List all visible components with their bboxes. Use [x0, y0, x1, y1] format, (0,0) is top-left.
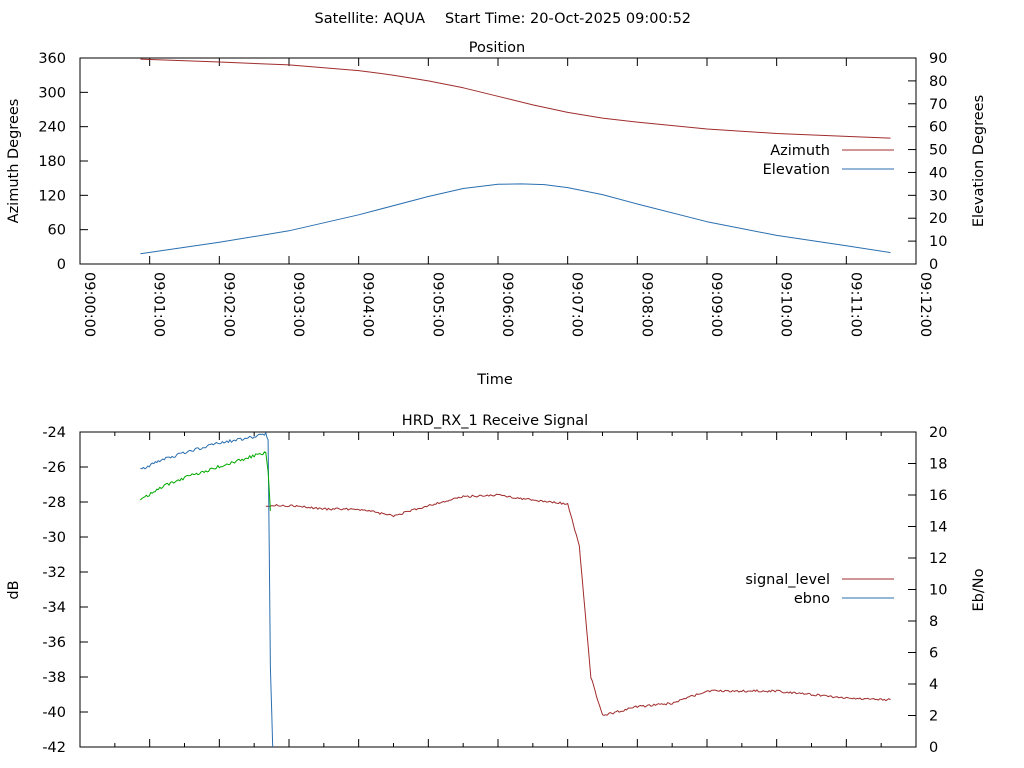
legend-label-signal_level: signal_level: [745, 572, 830, 588]
legend-label-ebno: ebno: [794, 591, 830, 607]
x-axis-tick-label: 09:12:00: [917, 272, 933, 337]
x-axis-tick-label: 09:08:00: [638, 272, 654, 337]
right-axis-tick-label: 18: [929, 457, 947, 473]
left-axis-tick-label: 360: [38, 51, 66, 67]
x-axis-tick-label: 09:07:00: [569, 272, 585, 337]
right-axis-tick-label: 4: [929, 677, 938, 693]
right-axis-tick-label: 16: [929, 488, 947, 504]
position-chart: 0 60 120 180 240 300 360 0 10 20 30 40 50 60 70 80 90 09:…: [38, 51, 947, 337]
series-line-Elevation: [140, 183, 891, 255]
left-axis-tick-label: 120: [38, 188, 66, 204]
series-line-signal_level: [265, 493, 891, 716]
right-axis-tick-label: 10: [929, 234, 947, 250]
x-axis-tick-label: 09:06:00: [499, 272, 515, 337]
position-right-axis-title: Elevation Degrees: [971, 95, 987, 227]
right-axis-tick-label: 6: [929, 646, 938, 662]
plot-border: [79, 431, 917, 748]
satellite-label: Satellite: AQUA: [315, 11, 426, 27]
position-left-axis-title: Azimuth Degrees: [6, 99, 22, 224]
left-axis-tick-label: -40: [42, 705, 66, 721]
right-axis-tick-label: 20: [929, 425, 947, 441]
x-axis-tick-label: 09:10:00: [778, 272, 794, 337]
series-line-unnamed: [140, 451, 271, 511]
left-axis-tick-label: -32: [42, 565, 66, 581]
plot-border: [79, 57, 917, 265]
right-axis-tick-label: 40: [929, 165, 947, 181]
right-axis-tick-label: 0: [929, 740, 938, 756]
left-axis-tick-label: -42: [42, 740, 66, 756]
left-axis-tick-label: -26: [42, 460, 66, 476]
right-axis-tick-label: 14: [929, 520, 947, 536]
left-axis-tick-label: 300: [38, 85, 66, 101]
position-chart-title: Position: [469, 40, 525, 56]
legend-label-Azimuth: Azimuth: [770, 143, 830, 159]
x-axis-tick-label: 09:00:00: [81, 272, 97, 337]
legend-label-Elevation: Elevation: [763, 162, 830, 178]
right-axis-tick-label: 0: [929, 257, 938, 273]
x-axis-tick-label: 09:03:00: [290, 272, 306, 337]
x-axis-tick-label: 09:05:00: [429, 272, 445, 337]
signal-right-axis-title: Eb/No: [971, 568, 987, 611]
x-axis-tick-label: 09:01:00: [151, 272, 167, 337]
left-axis-tick-label: -38: [42, 670, 66, 686]
position-x-axis-title: Time: [476, 372, 513, 388]
left-axis-tick-label: -28: [42, 495, 66, 511]
right-axis-tick-label: 30: [929, 188, 947, 204]
series-line-ebno: [140, 432, 274, 748]
signal-left-axis-title: dB: [6, 580, 22, 599]
right-axis-tick-label: 50: [929, 143, 947, 159]
left-axis-tick-label: -30: [42, 530, 66, 546]
left-axis-tick-label: 0: [57, 257, 66, 273]
x-axis-tick-label: 09:04:00: [360, 272, 376, 337]
right-axis-tick-label: 70: [929, 97, 947, 113]
left-axis-tick-label: 240: [38, 120, 66, 136]
right-axis-tick-label: 12: [929, 551, 947, 567]
start-time-label: Start Time: 20-Oct-2025 09:00:52: [445, 11, 691, 27]
left-axis-tick-label: 180: [38, 154, 66, 170]
left-axis-tick-label: 60: [48, 223, 66, 239]
right-axis-tick-label: 8: [929, 614, 938, 630]
left-axis-tick-label: -36: [42, 635, 66, 651]
series-line-Azimuth: [140, 58, 891, 139]
signal-chart-title: HRD_RX_1 Receive Signal: [402, 413, 588, 429]
signal-chart: -24 -26 -28 -30 -32 -34 -36 -38 -40 -42 0 2 4 6 8 10 12 1…: [42, 425, 947, 756]
right-axis-tick-label: 10: [929, 583, 947, 599]
right-axis-tick-label: 90: [929, 51, 947, 67]
right-axis-tick-label: 2: [929, 709, 938, 725]
right-axis-tick-label: 80: [929, 74, 947, 90]
right-axis-tick-label: 60: [929, 120, 947, 136]
x-axis-tick-label: 09:09:00: [708, 272, 724, 337]
left-axis-tick-label: -24: [42, 425, 66, 441]
x-axis-tick-label: 09:11:00: [847, 272, 863, 337]
x-axis-tick-label: 09:02:00: [220, 272, 236, 337]
left-axis-tick-label: -34: [42, 600, 66, 616]
right-axis-tick-label: 20: [929, 211, 947, 227]
